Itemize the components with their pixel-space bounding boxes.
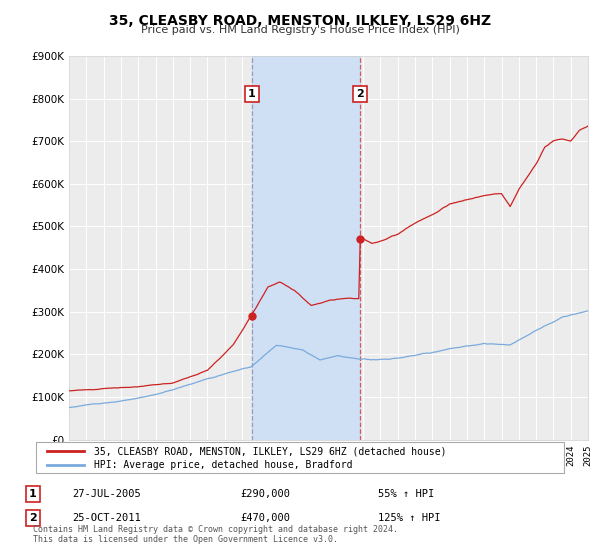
Text: £470,000: £470,000 xyxy=(240,513,290,523)
Text: 125% ↑ HPI: 125% ↑ HPI xyxy=(378,513,440,523)
FancyBboxPatch shape xyxy=(36,442,564,473)
Text: 2: 2 xyxy=(29,513,37,523)
Text: 27-JUL-2005: 27-JUL-2005 xyxy=(72,489,141,499)
Text: 1: 1 xyxy=(248,90,256,99)
Text: 35, CLEASBY ROAD, MENSTON, ILKLEY, LS29 6HZ (detached house): 35, CLEASBY ROAD, MENSTON, ILKLEY, LS29 … xyxy=(94,446,446,456)
Text: Price paid vs. HM Land Registry's House Price Index (HPI): Price paid vs. HM Land Registry's House … xyxy=(140,25,460,35)
Bar xyxy=(252,56,360,440)
Text: 55% ↑ HPI: 55% ↑ HPI xyxy=(378,489,434,499)
Text: Contains HM Land Registry data © Crown copyright and database right 2024.
This d: Contains HM Land Registry data © Crown c… xyxy=(33,525,398,544)
Text: 35, CLEASBY ROAD, MENSTON, ILKLEY, LS29 6HZ: 35, CLEASBY ROAD, MENSTON, ILKLEY, LS29 … xyxy=(109,14,491,28)
Text: 1: 1 xyxy=(29,489,37,499)
Text: HPI: Average price, detached house, Bradford: HPI: Average price, detached house, Brad… xyxy=(94,460,353,470)
Text: £290,000: £290,000 xyxy=(240,489,290,499)
Text: 2: 2 xyxy=(356,90,364,99)
Text: 25-OCT-2011: 25-OCT-2011 xyxy=(72,513,141,523)
